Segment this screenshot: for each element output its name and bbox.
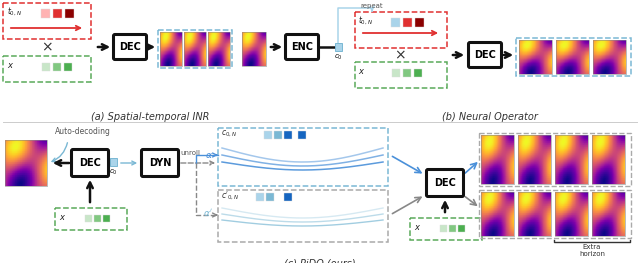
- Text: (b) Neural Operator: (b) Neural Operator: [442, 112, 538, 122]
- Bar: [266, 193, 274, 201]
- Text: unroll: unroll: [180, 150, 200, 156]
- Bar: [3, 3, 91, 39]
- Text: ×: ×: [394, 48, 406, 62]
- Bar: [55, 208, 127, 230]
- Text: $c_{0,N}$: $c_{0,N}$: [221, 129, 237, 139]
- Bar: [519, 40, 552, 74]
- Text: ENC: ENC: [291, 42, 313, 52]
- Text: $x$: $x$: [414, 222, 421, 231]
- Bar: [53, 63, 61, 71]
- Bar: [298, 131, 306, 139]
- FancyBboxPatch shape: [113, 34, 147, 59]
- Bar: [274, 131, 282, 139]
- Text: Auto-decoding: Auto-decoding: [55, 127, 111, 136]
- Text: $\alpha$: $\alpha$: [205, 150, 213, 159]
- Bar: [284, 193, 292, 201]
- Bar: [93, 215, 100, 221]
- Text: $c_0$: $c_0$: [109, 168, 118, 177]
- Text: DEC: DEC: [474, 50, 496, 60]
- Bar: [256, 193, 264, 201]
- Bar: [479, 133, 631, 186]
- Bar: [390, 18, 399, 27]
- Bar: [516, 38, 631, 76]
- Bar: [42, 63, 50, 71]
- Bar: [65, 8, 74, 18]
- Bar: [264, 131, 272, 139]
- Text: (a) Spatial-temporal INR: (a) Spatial-temporal INR: [91, 112, 209, 122]
- Text: Extra
horizon: Extra horizon: [579, 244, 605, 257]
- Bar: [102, 215, 109, 221]
- FancyBboxPatch shape: [468, 43, 502, 68]
- FancyBboxPatch shape: [426, 169, 463, 196]
- Text: $c'_{0,N}$: $c'_{0,N}$: [221, 190, 239, 202]
- Text: (c) PiDO (ours): (c) PiDO (ours): [284, 258, 356, 263]
- Text: $x$: $x$: [358, 68, 365, 77]
- Bar: [158, 30, 232, 68]
- Bar: [481, 135, 514, 184]
- Bar: [592, 192, 625, 236]
- Bar: [52, 8, 61, 18]
- Text: repeat: repeat: [361, 3, 383, 9]
- Bar: [410, 218, 482, 240]
- Bar: [3, 56, 91, 82]
- Bar: [218, 128, 388, 186]
- Bar: [335, 43, 342, 51]
- Bar: [160, 32, 182, 66]
- Text: $x$: $x$: [7, 62, 14, 70]
- Bar: [64, 63, 72, 71]
- Text: DYN: DYN: [149, 158, 171, 168]
- Bar: [355, 62, 447, 88]
- Text: $t_{0,N}$: $t_{0,N}$: [358, 15, 373, 27]
- Bar: [556, 40, 589, 74]
- Bar: [415, 18, 424, 27]
- Bar: [392, 69, 400, 77]
- Bar: [440, 225, 447, 231]
- Bar: [555, 192, 588, 236]
- Text: ×: ×: [41, 40, 53, 54]
- Bar: [5, 140, 47, 186]
- Bar: [449, 225, 456, 231]
- Bar: [284, 131, 292, 139]
- Text: $\alpha'$: $\alpha'$: [203, 208, 213, 219]
- Bar: [403, 18, 412, 27]
- FancyBboxPatch shape: [72, 149, 109, 176]
- Bar: [481, 192, 514, 236]
- Bar: [479, 190, 631, 238]
- Bar: [110, 158, 117, 166]
- Bar: [84, 215, 92, 221]
- FancyBboxPatch shape: [141, 149, 179, 176]
- Bar: [518, 192, 551, 236]
- FancyBboxPatch shape: [285, 34, 319, 59]
- Bar: [242, 32, 266, 66]
- Text: $t_{0,N}$: $t_{0,N}$: [7, 6, 22, 18]
- Bar: [403, 69, 411, 77]
- Bar: [355, 12, 447, 48]
- Bar: [184, 32, 206, 66]
- Text: DEC: DEC: [434, 178, 456, 188]
- Bar: [208, 32, 230, 66]
- Bar: [593, 40, 626, 74]
- Bar: [555, 135, 588, 184]
- Bar: [518, 135, 551, 184]
- Bar: [218, 190, 388, 242]
- Text: DEC: DEC: [79, 158, 101, 168]
- Text: $x$: $x$: [59, 213, 67, 221]
- Bar: [592, 135, 625, 184]
- Text: DEC: DEC: [119, 42, 141, 52]
- Text: $c_0$: $c_0$: [334, 53, 343, 62]
- Bar: [458, 225, 465, 231]
- Bar: [414, 69, 422, 77]
- Bar: [40, 8, 49, 18]
